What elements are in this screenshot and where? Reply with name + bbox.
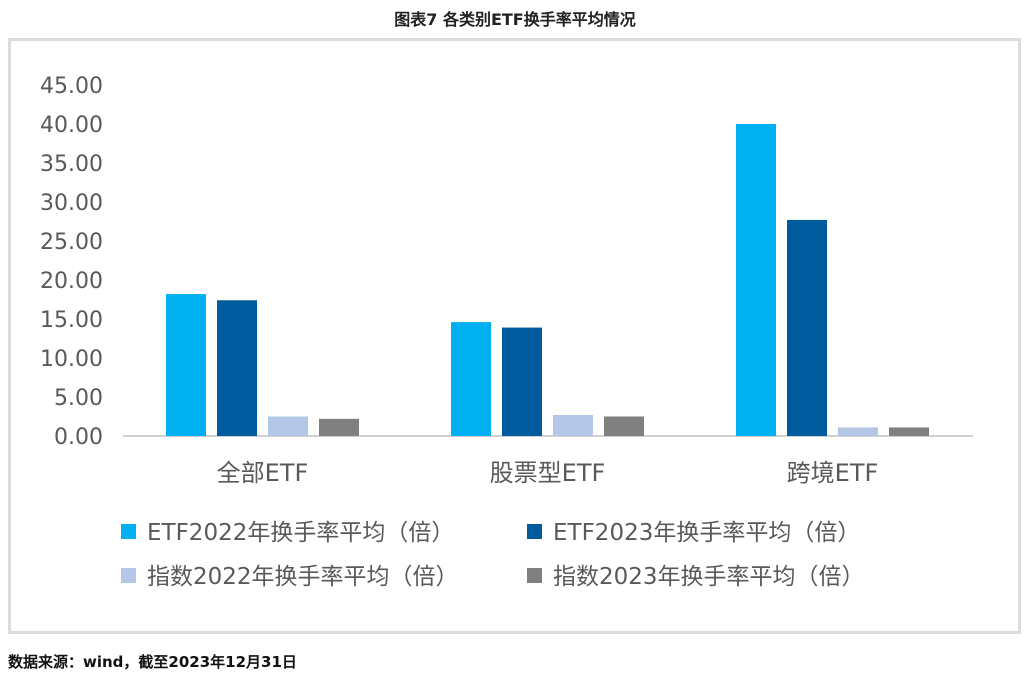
y-axis-labels: 0.00 5.00 10.00 15.00 20.00 25.00 30.00 35.00 40…: [40, 74, 103, 450]
source-note: 数据来源：wind，截至2023年12月31日: [8, 653, 297, 671]
legend: ETF2022年换手率平均（倍） ETF2023年换手率平均（倍） 指数2022年换…: [121, 520, 865, 590]
y-tick-label: 25.00: [40, 230, 103, 255]
bar: [604, 416, 644, 436]
y-tick-label: 10.00: [40, 347, 103, 372]
bar-chart: 0.00 5.00 10.00 15.00 20.00 25.00 30.00 35.00 40…: [40, 74, 973, 590]
legend-swatch: [121, 568, 136, 583]
y-tick-label: 15.00: [40, 308, 103, 333]
legend-label: ETF2023年换手率平均（倍）: [553, 520, 860, 546]
bar: [889, 427, 929, 436]
bar: [838, 427, 878, 436]
chart-title: 图表7 各类别ETF换手率平均情况: [394, 10, 636, 29]
legend-label: 指数2023年换手率平均（倍）: [553, 564, 865, 590]
bar: [736, 124, 776, 436]
bar: [319, 418, 359, 436]
y-tick-label: 20.00: [40, 269, 103, 294]
x-category-label: 全部ETF: [217, 459, 309, 487]
bar: [451, 322, 491, 436]
x-category-label: 股票型ETF: [490, 459, 606, 487]
bar: [268, 416, 308, 436]
y-tick-label: 40.00: [40, 113, 103, 138]
y-tick-label: 0.00: [54, 425, 103, 450]
legend-label: 指数2022年换手率平均（倍）: [147, 564, 459, 590]
x-category-label: 跨境ETF: [787, 459, 879, 487]
bar: [787, 219, 827, 436]
legend-swatch: [527, 568, 542, 583]
bar: [166, 294, 206, 436]
y-tick-label: 45.00: [40, 74, 103, 99]
x-axis-labels: 全部ETF 股票型ETF 跨境ETF: [217, 459, 879, 487]
bar: [553, 414, 593, 436]
bar: [217, 300, 257, 436]
legend-label: ETF2022年换手率平均（倍）: [147, 520, 454, 546]
legend-swatch: [121, 524, 136, 539]
y-tick-label: 30.00: [40, 191, 103, 216]
bar: [502, 327, 542, 436]
y-tick-label: 5.00: [54, 386, 103, 411]
legend-swatch: [527, 524, 542, 539]
bars: [166, 124, 929, 436]
chart-frame: 0.00 5.00 10.00 15.00 20.00 25.00 30.00 35.00 40…: [8, 38, 1021, 634]
y-tick-label: 35.00: [40, 152, 103, 177]
